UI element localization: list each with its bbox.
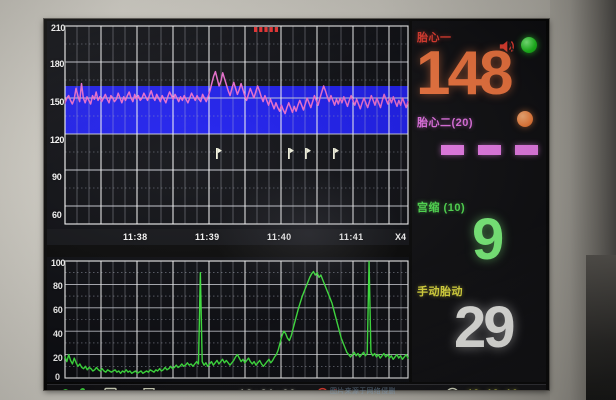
sine-wave-icon[interactable] xyxy=(59,387,85,390)
toco-ytick-20: 20 xyxy=(53,353,63,363)
toco-ytick-60: 60 xyxy=(53,305,63,315)
status-bar: 3cm/min 19:21:60 3 19-12-16 11:44:41 xyxy=(47,384,546,390)
device-side-shadow xyxy=(586,255,616,400)
toco-chart[interactable]: 100 80 60 40 20 0 xyxy=(47,257,409,382)
toco-ytick-80: 80 xyxy=(53,281,63,291)
toco-ytick-100: 100 xyxy=(51,258,66,268)
fhr2-label: 胎心二(20) xyxy=(417,117,474,129)
speaker-mute-icon[interactable] xyxy=(498,39,515,54)
time-label-1: 11:38 xyxy=(123,232,148,242)
fetal-movement-label: 手动胎动 xyxy=(417,286,463,298)
monitor-screen[interactable]: 210 180 150 120 90 60 11:38 11:39 11:40 … xyxy=(44,19,549,390)
alarm-bell-icon[interactable] xyxy=(315,387,330,390)
fhr-plot xyxy=(47,21,409,229)
time-label-3: 11:40 xyxy=(267,232,292,242)
toco-ytick-40: 40 xyxy=(53,329,63,339)
time-multiplier-label: X4 xyxy=(394,232,406,242)
numeric-readout-panel: 胎心一 148 胎心二(20) 宫缩 (10) 9 手动胎动 29 xyxy=(412,21,546,382)
fhr-chart[interactable]: 210 180 150 120 90 60 xyxy=(47,21,409,229)
time-axis-strip: 11:38 11:39 11:40 11:41 X4 xyxy=(47,229,409,245)
printer-icon[interactable] xyxy=(139,387,159,390)
fhr-ytick-120: 120 xyxy=(50,135,65,145)
toco-ytick-0: 0 xyxy=(55,372,60,382)
network-monitor-icon[interactable] xyxy=(104,387,122,390)
fhr-ytick-180: 180 xyxy=(50,59,65,69)
fhr-ytick-150: 150 xyxy=(50,97,65,107)
time-label-4: 11:41 xyxy=(339,232,364,242)
time-label-2: 11:39 xyxy=(195,232,220,242)
fhr-ytick-90: 90 xyxy=(52,172,62,182)
smiley-face-icon[interactable] xyxy=(445,387,460,390)
fhr1-value: 148 xyxy=(416,39,513,108)
toco-plot xyxy=(47,257,409,382)
alarm-count-badge: 3 xyxy=(333,388,338,390)
fhr2-value xyxy=(441,145,541,157)
fhr1-label: 胎心一 xyxy=(417,32,452,44)
toco-value: 9 xyxy=(472,207,505,272)
fhr-ytick-60: 60 xyxy=(52,210,62,220)
watermark-text: 图片来源于网络侵删 xyxy=(330,388,396,395)
fhr2-status-indicator xyxy=(517,111,533,127)
fhr1-status-indicator xyxy=(521,37,537,53)
elapsed-time-display: 19:21:60 xyxy=(239,389,297,390)
fhr-ytick-210: 210 xyxy=(51,23,66,33)
toco-label: 宫缩 (10) xyxy=(417,202,466,214)
timestamp-display: 19-12-16 11:44:41 xyxy=(467,389,546,390)
fetal-movement-value: 29 xyxy=(454,295,515,360)
